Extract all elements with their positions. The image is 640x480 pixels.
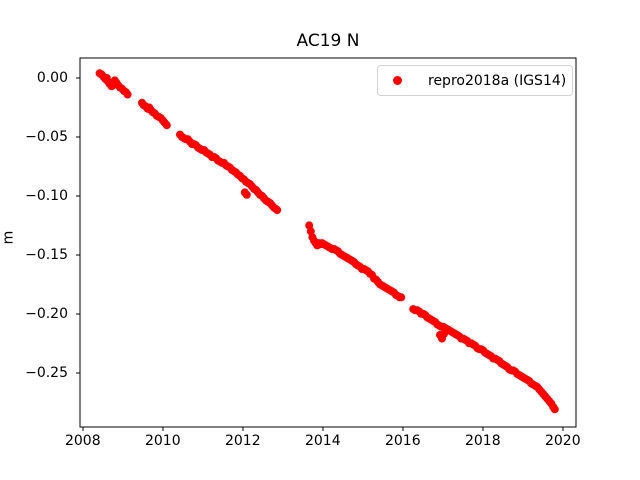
y-tick-label: 0.00 xyxy=(36,70,68,87)
x-tick-label: 2014 xyxy=(304,433,341,449)
x-tick-label: 2018 xyxy=(464,433,501,449)
data-point xyxy=(273,206,282,215)
data-point xyxy=(397,293,406,302)
x-tick-label: 2016 xyxy=(384,433,421,449)
axes-frame xyxy=(79,57,577,428)
data-point xyxy=(162,121,171,130)
x-tick-label: 2012 xyxy=(224,433,261,449)
x-tick-label: 2010 xyxy=(144,433,181,449)
data-point xyxy=(242,190,251,199)
legend: repro2018a (IGS14) xyxy=(377,65,573,96)
y-axis-label: m xyxy=(0,230,17,245)
y-tick-label: −0.10 xyxy=(25,187,68,204)
data-point xyxy=(550,405,559,414)
x-tick-label: 2020 xyxy=(544,433,581,449)
legend-point-marker-icon xyxy=(393,76,402,85)
y-tick-label: −0.20 xyxy=(25,305,68,322)
data-point xyxy=(123,90,132,99)
x-tick-label: 2008 xyxy=(64,433,101,449)
y-tick-label: −0.05 xyxy=(25,128,68,145)
chart-title: AC19 N xyxy=(296,31,360,51)
y-tick-label: −0.15 xyxy=(25,246,68,263)
y-tick-label: −0.25 xyxy=(25,364,68,381)
legend-label: repro2018a (IGS14) xyxy=(428,72,567,89)
